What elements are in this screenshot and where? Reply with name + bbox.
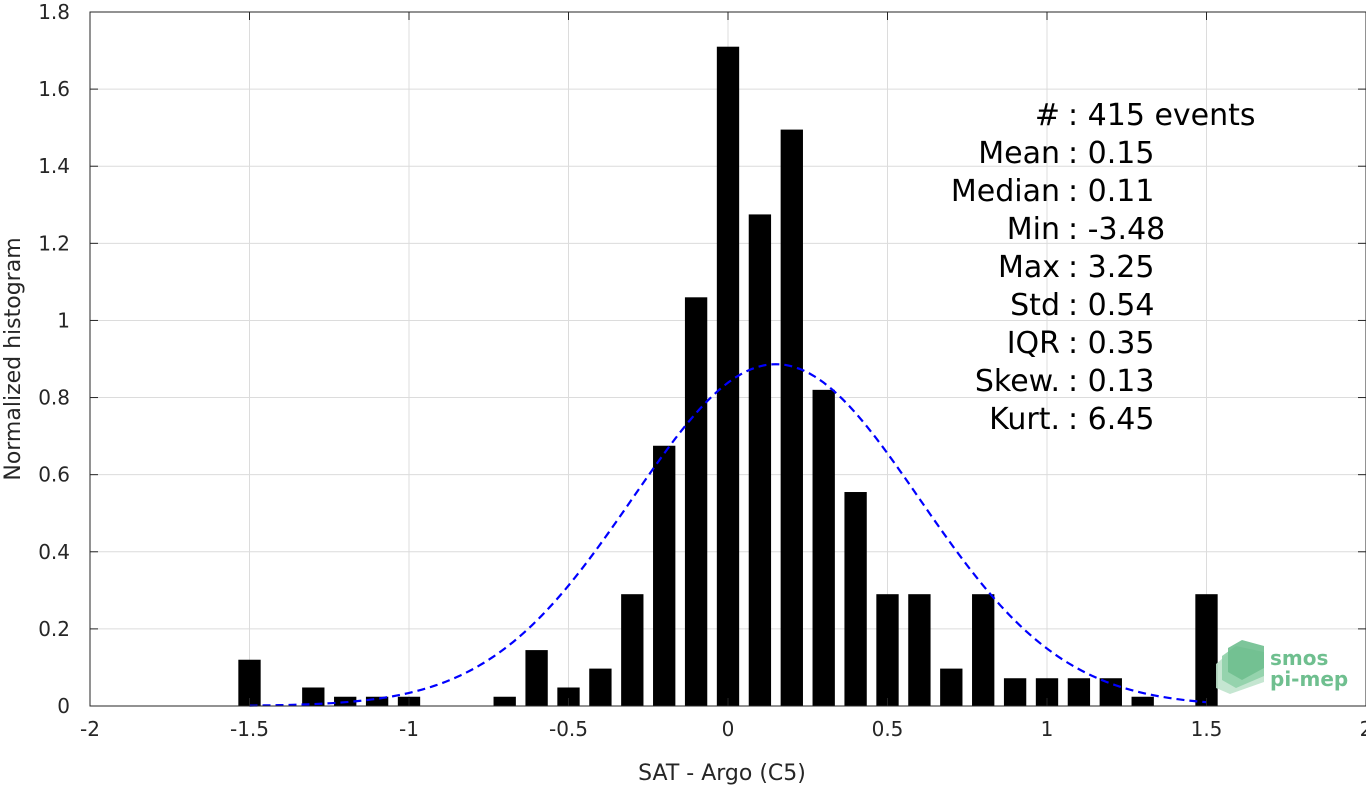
histogram-bar bbox=[908, 594, 931, 706]
stat-value: : 0.15 bbox=[1068, 136, 1154, 171]
y-tick-label: 0.2 bbox=[38, 617, 70, 641]
stat-value: : 3.25 bbox=[1068, 250, 1154, 285]
y-tick-label: 1.4 bbox=[38, 154, 70, 178]
y-tick-label: 0.6 bbox=[38, 463, 70, 487]
stat-value: : 0.11 bbox=[1068, 174, 1154, 209]
stat-value: : 0.54 bbox=[1068, 288, 1154, 323]
stat-label: Min bbox=[1007, 212, 1060, 247]
stat-value: : 0.13 bbox=[1068, 364, 1154, 399]
histogram-bar bbox=[557, 687, 580, 706]
stat-label: Max bbox=[998, 250, 1060, 285]
stat-value: : 6.45 bbox=[1068, 402, 1154, 437]
x-tick-label: 2 bbox=[1360, 717, 1366, 741]
histogram-bar bbox=[684, 297, 708, 706]
x-tick-label: -1 bbox=[399, 717, 419, 741]
histogram-bar bbox=[238, 659, 261, 706]
stat-value: : 0.35 bbox=[1068, 326, 1154, 361]
logo-layers-icon bbox=[1216, 640, 1264, 694]
y-tick-label: 1.2 bbox=[38, 231, 70, 255]
y-tick-labels: 0 0.2 0.4 0.6 0.8 1 1.2 1.4 1.6 1.8 bbox=[38, 0, 70, 718]
histogram-bar bbox=[1099, 678, 1122, 706]
x-tick-label: -1.5 bbox=[230, 717, 269, 741]
smos-pi-mep-logo: smos pi-mep bbox=[1216, 640, 1348, 694]
y-tick-label: 1 bbox=[57, 308, 70, 332]
y-tick-label: 0.4 bbox=[38, 540, 70, 564]
histogram-bar bbox=[812, 389, 835, 706]
stat-label: Kurt. bbox=[989, 402, 1060, 437]
histogram-bar bbox=[780, 129, 803, 706]
stat-value: : 415 events bbox=[1068, 98, 1256, 133]
stat-label: # bbox=[1035, 98, 1060, 133]
histogram-bar bbox=[748, 214, 772, 706]
stat-label: Std bbox=[1010, 288, 1060, 323]
histogram-bar bbox=[876, 594, 899, 706]
stat-label: IQR bbox=[1007, 326, 1060, 361]
bars bbox=[238, 46, 1218, 706]
x-tick-label: -2 bbox=[80, 717, 100, 741]
y-axis-label: Normalized histogram bbox=[1, 237, 26, 480]
histogram-bar bbox=[940, 668, 963, 706]
x-tick-label: 1.5 bbox=[1191, 717, 1223, 741]
x-tick-label: -0.5 bbox=[549, 717, 588, 741]
histogram-bar bbox=[1003, 678, 1027, 706]
histogram-bar bbox=[1067, 678, 1091, 706]
histogram-bar bbox=[1195, 594, 1218, 706]
y-tick-label: 0.8 bbox=[38, 386, 70, 410]
logo-text-line1: smos bbox=[1270, 646, 1328, 670]
x-tick-labels: -2 -1.5 -1 -0.5 0 0.5 1 1.5 2 bbox=[80, 717, 1366, 741]
histogram-bar bbox=[844, 492, 867, 706]
logo-text-line2: pi-mep bbox=[1270, 667, 1348, 691]
histogram-bar bbox=[621, 594, 644, 706]
x-axis-label: SAT - Argo (C5) bbox=[638, 761, 806, 786]
stat-label: Mean bbox=[978, 136, 1060, 171]
gaussian-fit-curve bbox=[249, 363, 1207, 707]
y-tick-label: 1.6 bbox=[38, 77, 70, 101]
histogram-bar bbox=[1035, 678, 1059, 706]
histogram-bar bbox=[493, 696, 516, 706]
y-tick-label: 1.8 bbox=[38, 0, 70, 24]
histogram-bar bbox=[716, 46, 740, 706]
stat-label: Median bbox=[951, 174, 1060, 209]
y-tick-label: 0 bbox=[57, 694, 70, 718]
stat-value: : -3.48 bbox=[1068, 212, 1165, 247]
stat-label: Skew. bbox=[975, 364, 1060, 399]
histogram-bar bbox=[653, 445, 676, 706]
histogram-bar bbox=[525, 650, 548, 706]
histogram-bar bbox=[589, 668, 612, 706]
histogram-bar bbox=[1131, 696, 1154, 706]
x-tick-label: 1 bbox=[1041, 717, 1054, 741]
x-tick-label: 0 bbox=[722, 717, 735, 741]
x-tick-label: 0.5 bbox=[872, 717, 904, 741]
histogram-bar bbox=[365, 696, 389, 706]
axis-ticks bbox=[89, 11, 1366, 707]
histogram-bar bbox=[302, 687, 325, 706]
histogram-bar bbox=[972, 594, 995, 706]
